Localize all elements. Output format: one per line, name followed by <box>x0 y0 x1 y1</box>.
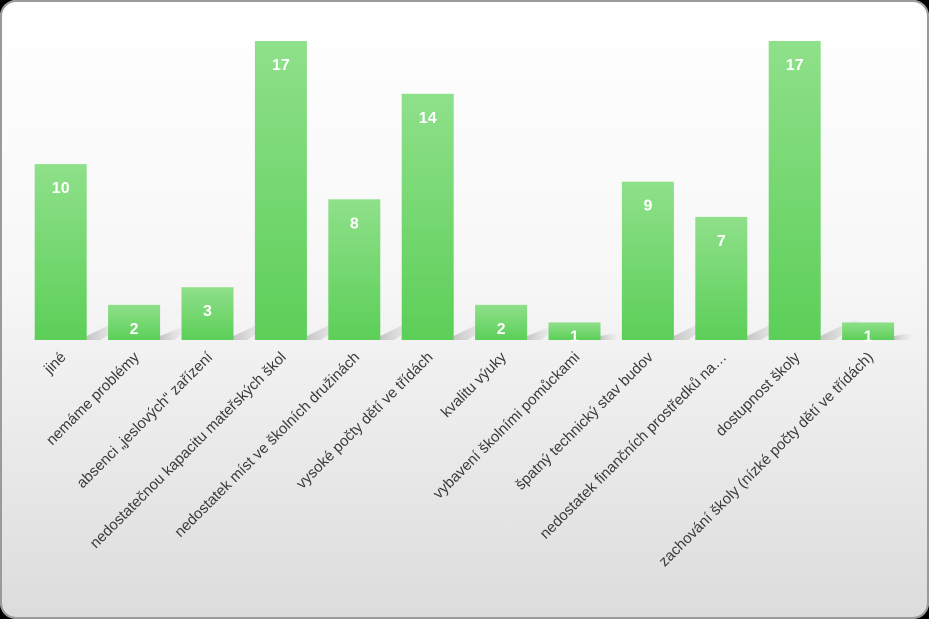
value-labels: 10 2 3 17 8 14 2 1 9 7 17 1 <box>52 57 873 345</box>
bar <box>401 93 454 340</box>
bar-value-label: 3 <box>203 303 212 320</box>
category-label: vysoké počty dětí ve třídách <box>293 349 436 492</box>
bar-value-label: 7 <box>717 233 726 250</box>
bar-value-label: 17 <box>786 57 804 74</box>
bar-value-label: 2 <box>497 321 506 338</box>
bar <box>768 41 821 340</box>
bar <box>34 164 87 340</box>
bar-shadow <box>894 334 914 340</box>
category-label: absenci „jeslových“ zařízení <box>73 348 216 491</box>
bar-value-label: 1 <box>864 328 873 345</box>
category-label: kvalitu výuky <box>438 348 510 420</box>
bar-value-label: 17 <box>272 57 290 74</box>
bar-value-label: 8 <box>350 215 359 232</box>
category-label: špatný technický stav budov <box>512 348 657 493</box>
bar <box>181 287 234 340</box>
bar <box>108 304 161 340</box>
bar-value-label: 9 <box>643 198 652 215</box>
category-label: jiné <box>40 349 69 378</box>
bar <box>475 304 528 340</box>
bar <box>621 181 674 340</box>
bar-value-label: 2 <box>130 321 139 338</box>
bar-value-label: 10 <box>52 180 70 197</box>
bars <box>34 41 895 340</box>
bar-value-label: 1 <box>570 328 579 345</box>
bar-value-label: 14 <box>419 110 437 127</box>
bar-shadow <box>600 334 620 340</box>
bar <box>695 216 748 340</box>
bar <box>254 41 307 340</box>
bar <box>842 322 895 340</box>
bar <box>328 199 381 340</box>
bar <box>548 322 601 340</box>
category-label: vybavení školními pomůckami <box>430 349 583 502</box>
